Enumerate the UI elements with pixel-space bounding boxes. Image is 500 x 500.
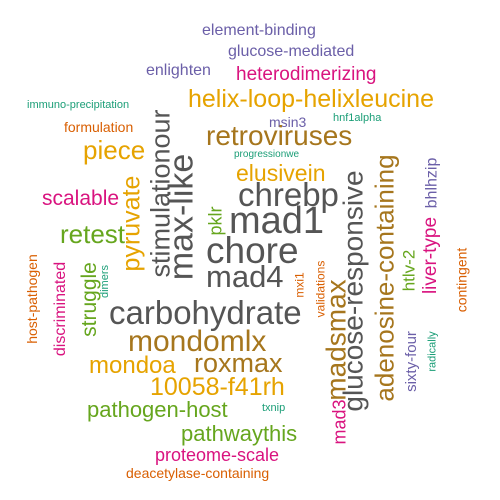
word-elusivein: elusivein [236, 160, 326, 186]
word-10058-f41rh: 10058-f41rh [150, 373, 285, 401]
word-sixty-four: sixty-four [402, 331, 420, 392]
word-scalable: scalable [42, 187, 120, 210]
word-glucose-mediated: glucose-mediated [228, 43, 355, 60]
word-liver-type: liver-type [420, 216, 442, 295]
word-carbohydrate: carbohydrate [109, 294, 302, 331]
word-mondoa: mondoa [89, 352, 176, 379]
word-pathogen-host: pathogen-host [87, 397, 228, 422]
word-host-pathogen: host-pathogen [23, 254, 40, 344]
word-htlv-2: htlv-2 [399, 249, 419, 292]
word-mad1: mad1 [229, 200, 325, 242]
word-chore: chore [206, 230, 299, 271]
word-chrebp: chrebp [238, 176, 339, 213]
word-discriminated: discriminated [52, 261, 70, 357]
word-immuno-precipitation: immuno-precipitation [27, 99, 130, 111]
word-adenosine-containing: adenosine-containing [369, 154, 400, 402]
word-retest: retest [60, 219, 126, 249]
word-retroviruses: retroviruses [206, 120, 353, 151]
word-pathwaythis: pathwaythis [181, 421, 298, 446]
word-proteome-scale: proteome-scale [155, 445, 280, 465]
word-hnf1alpha: hnf1alpha [333, 112, 382, 124]
word-mad3: mad3 [329, 399, 350, 445]
word-max-like: max-like [162, 153, 201, 281]
word-txnip: txnip [262, 402, 286, 414]
word-deacetylase-containing: deacetylase-containing [126, 465, 270, 481]
word-formulation: formulation [64, 119, 134, 135]
word-mad4: mad4 [206, 259, 284, 294]
word-piece: piece [83, 135, 146, 165]
word-helix-loop-helixleucine: helix-loop-helixleucine [188, 85, 434, 113]
word-madsmax: madsmax [320, 279, 352, 401]
word-msin3: msin3 [269, 114, 307, 130]
word-progressionwe: progressionwe [234, 149, 300, 160]
word-radically: radically [426, 331, 439, 372]
word-bhlhzip: bhlhzip [423, 157, 441, 209]
word-contingent: contingent [453, 247, 470, 313]
word-pyruvate: pyruvate [117, 175, 146, 272]
word-enlighten: enlighten [146, 62, 211, 79]
word-element-binding: element-binding [202, 22, 316, 39]
word-struggle: struggle [77, 262, 101, 337]
word-mondomlx: mondomlx [128, 325, 267, 358]
word-heterodimerizing: heterodimerizing [236, 64, 377, 85]
word-roxmax: roxmax [194, 348, 283, 378]
